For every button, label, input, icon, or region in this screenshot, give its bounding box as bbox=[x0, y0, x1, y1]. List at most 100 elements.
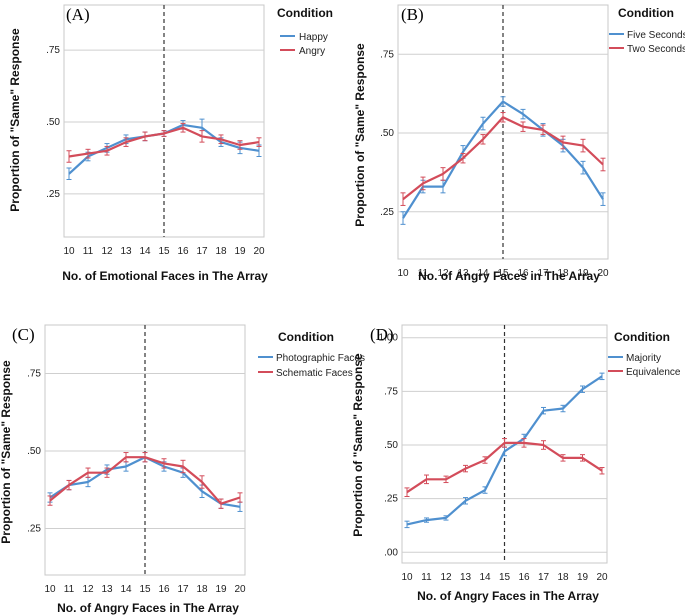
panel-c-series-schematic-faces-error-bar bbox=[66, 479, 72, 491]
panel-c-label: (C) bbox=[12, 325, 35, 344]
panel-c-x-tick-label: 10 bbox=[44, 584, 56, 595]
panel-b-label: (B) bbox=[401, 5, 424, 24]
panel-c-x-tick-label: 15 bbox=[139, 584, 151, 595]
panel-b-x-tick-label: 11 bbox=[418, 268, 429, 279]
panel-d-x-axis-title: No. of Angry Faces in The Array bbox=[417, 589, 599, 603]
panel-d-series-majority-error-bar bbox=[560, 404, 566, 413]
panel-c-legend: Condition Photographic Faces Schematic F… bbox=[258, 330, 365, 379]
panel-d-series-majority-error-bar bbox=[599, 372, 605, 381]
panel-d-x-tick-label: 14 bbox=[479, 572, 491, 583]
panel-c-x-tick-label: 20 bbox=[234, 584, 246, 595]
panel-d-series-equivalence-error-bar bbox=[541, 440, 546, 450]
panel-d-y-tick-label: 1.00 bbox=[379, 333, 399, 344]
panel-d-series-equivalence-error-bar bbox=[502, 438, 507, 448]
panel-c-series-schematic-faces-error-bar bbox=[104, 467, 110, 478]
panel-c-series-schematic-faces-error-bar bbox=[47, 495, 53, 506]
panel-d-legend-label-equivalence: Equivalence bbox=[626, 367, 681, 378]
panel-c-x-tick-label: 16 bbox=[158, 584, 170, 595]
panel-d-x-tick-label: 10 bbox=[401, 572, 413, 583]
panel-a-series-angry-error-bar bbox=[104, 145, 110, 156]
panel-b-y-axis-title: Proportion of "Same" Response bbox=[353, 43, 367, 227]
panel-c-series-schematic-faces-error-bar bbox=[161, 458, 167, 469]
panel-c-y-axis-title: Proportion of "Same" Response bbox=[0, 360, 13, 544]
panel-b-legend-label-two-seconds: Two Seconds bbox=[627, 44, 685, 55]
panel-d-series-equivalence-error-bar bbox=[599, 467, 605, 475]
panel-c-x-axis-title: No. of Angry Faces in The Array bbox=[57, 601, 239, 615]
panel-c-series-schematic-faces-error-bar bbox=[218, 498, 224, 509]
panel-c-x-tick-label: 11 bbox=[64, 584, 75, 595]
panel-b-series-two-seconds-error-bar bbox=[540, 124, 546, 136]
panel-a-series-angry-error-bar bbox=[180, 122, 186, 133]
panel-a: .25 .50 .75 10 11 12 13 14 15 16 17 18 19 20 (A) Prop… bbox=[8, 4, 333, 283]
panel-d-legend: Condition Majority Equivalence bbox=[608, 330, 681, 378]
panel-a-x-tick-label: 12 bbox=[101, 246, 113, 257]
panel-b-legend-label-five-seconds: Five Seconds bbox=[627, 30, 685, 41]
panel-b-series-two-seconds-error-bar bbox=[580, 138, 586, 153]
panel-b-legend: Condition Five Seconds Two Seconds bbox=[609, 6, 685, 55]
panel-d-x-tick-label: 20 bbox=[596, 572, 608, 583]
panel-a-x-tick-label: 17 bbox=[196, 246, 208, 257]
panel-a-x-tick-label: 15 bbox=[158, 246, 170, 257]
panel-a-series-angry-error-bar bbox=[66, 150, 72, 163]
panel-d-x-tick-label: 11 bbox=[421, 572, 432, 583]
panel-b-plot: .25 .50 .75 10 11 12 13 14 15 16 17 18 19 20 bbox=[380, 5, 609, 279]
panel-c-series-schematic-faces-error-bar bbox=[180, 459, 186, 474]
panel-a-y-tick-label: .75 bbox=[46, 45, 60, 56]
panel-d-series-equivalence-error-bar bbox=[443, 475, 449, 484]
panel-d-series-equivalence-error-bar bbox=[521, 438, 527, 448]
panel-a-x-tick-label: 19 bbox=[234, 246, 246, 257]
panel-b-series-two-seconds-error-bar bbox=[480, 134, 486, 145]
panel-b-x-tick-label: 14 bbox=[477, 268, 489, 279]
panel-d-y-tick-label: .50 bbox=[384, 440, 398, 451]
panel-b-x-tick-label: 15 bbox=[497, 268, 509, 279]
panel-d-x-tick-label: 13 bbox=[460, 572, 472, 583]
panel-d-x-tick-label: 17 bbox=[538, 572, 550, 583]
panel-a-x-tick-label: 16 bbox=[177, 246, 189, 257]
panel-d-label: (D) bbox=[370, 325, 394, 344]
panel-c: .25 .50 .75 10 11 12 13 14 15 16 17 18 19 20 (C) Prop… bbox=[0, 324, 365, 615]
panel-c-x-tick-label: 13 bbox=[101, 584, 113, 595]
panel-d-x-tick-label: 18 bbox=[557, 572, 569, 583]
panel-a-y-axis-title: Proportion of "Same" Response bbox=[8, 28, 22, 212]
panel-d-plot: .00 .25 .50 .75 1.00 10 11 12 13 14 15 16 17 18 19 20 bbox=[379, 325, 608, 583]
panel-d-series-equivalence-error-bar bbox=[404, 487, 410, 497]
panel-c-plot: .25 .50 .75 10 11 12 13 14 15 16 17 18 19 20 bbox=[27, 325, 246, 595]
panel-b-y-tick-label: .50 bbox=[380, 128, 394, 139]
panel-a-y-tick-label: .25 bbox=[46, 189, 60, 200]
panel-c-legend-label-schematic-faces: Schematic Faces bbox=[276, 368, 353, 379]
panel-a-series-angry-error-bar bbox=[142, 131, 148, 142]
panel-b: .25 .50 .75 10 11 12 13 14 15 16 17 18 19 20 (B) Prop… bbox=[353, 4, 685, 283]
panel-c-x-tick-label: 18 bbox=[196, 584, 208, 595]
panel-c-series-schematic-faces-error-bar bbox=[85, 467, 91, 478]
panel-d-series-majority-error-bar bbox=[482, 486, 488, 494]
panel-a-series-angry-error-bar bbox=[199, 130, 205, 143]
panel-b-x-tick-label: 20 bbox=[597, 268, 609, 279]
panel-a-legend-title: Condition bbox=[277, 6, 333, 20]
panel-b-series-two-seconds-error-bar bbox=[460, 152, 466, 164]
panel-b-series-two-seconds-error-bar bbox=[520, 121, 526, 132]
panel-b-series-five-seconds-error-bar bbox=[580, 160, 586, 175]
panel-a-y-tick-label: .50 bbox=[46, 117, 60, 128]
panel-a-plot: .25 .50 .75 10 11 12 13 14 15 16 17 18 19 20 bbox=[46, 5, 265, 257]
panel-a-x-axis-title: No. of Emotional Faces in The Array bbox=[62, 269, 268, 283]
panel-b-x-tick-label: 13 bbox=[457, 268, 469, 279]
panel-b-series-two-seconds-error-bar bbox=[400, 192, 406, 206]
panel-a-series-happy-error-bar bbox=[66, 167, 72, 180]
panel-d-series-equivalence-error-bar bbox=[463, 464, 468, 473]
panel-c-series-schematic-faces-error-bar bbox=[142, 452, 148, 463]
panel-d-y-tick-label: .00 bbox=[384, 547, 398, 558]
panel-b-series-two-seconds-error-bar bbox=[420, 176, 426, 191]
panel-b-series-two-seconds-error-bar bbox=[440, 167, 446, 181]
panel-a-series-angry-error-bar bbox=[218, 134, 224, 145]
panel-d-series-majority-error-bar bbox=[580, 385, 585, 393]
panel-b-series-five-seconds-error-bar bbox=[600, 192, 606, 206]
panel-d-series-majority-error-bar bbox=[541, 406, 546, 415]
panel-b-series-five-seconds-error-bar bbox=[480, 116, 486, 131]
panel-c-x-tick-label: 17 bbox=[177, 584, 189, 595]
panel-a-x-tick-label: 14 bbox=[139, 246, 151, 257]
panel-c-x-tick-label: 12 bbox=[82, 584, 94, 595]
panel-a-series-angry-error-bar bbox=[85, 148, 91, 159]
panel-b-x-tick-label: 18 bbox=[557, 268, 569, 279]
panel-a-x-tick-label: 10 bbox=[63, 246, 75, 257]
